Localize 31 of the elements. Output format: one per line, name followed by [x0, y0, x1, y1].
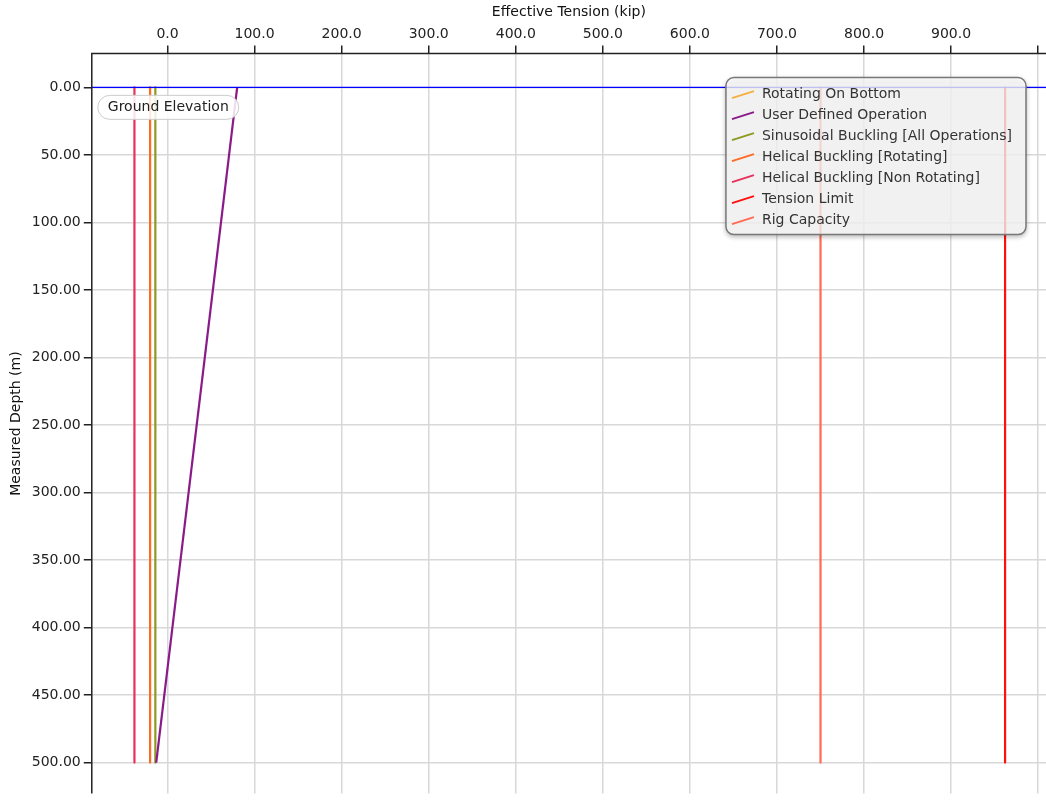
- x-tick-label: 0.0: [156, 24, 179, 41]
- x-tick-label: 400.0: [495, 24, 536, 41]
- y-tick-label: 500.00: [31, 753, 81, 770]
- y-tick-label: 0.00: [49, 78, 81, 94]
- y-tick-label: 450.00: [31, 685, 81, 702]
- ref-line-label: Ground Elevation: [107, 98, 229, 114]
- x-tick-label: 700.0: [756, 24, 798, 41]
- y-tick-label: 200.00: [31, 348, 81, 365]
- y-tick-label: 50.00: [40, 145, 81, 162]
- legend-label: Rotating On Bottom: [761, 84, 901, 101]
- legend-label: Tension Limit: [760, 189, 854, 206]
- y-tick-label: 150.00: [31, 280, 81, 297]
- legend-label: Sinusoidal Buckling [All Operations]: [761, 126, 1012, 143]
- legend-label: User Defined Operation: [761, 105, 928, 122]
- x-tick-label: 300.0: [408, 24, 449, 41]
- y-tick-label: 100.00: [31, 213, 81, 230]
- x-tick-label: 200.0: [321, 24, 362, 41]
- x-axis-title: Effective Tension (kip): [491, 3, 646, 20]
- y-tick-label: 350.00: [31, 550, 81, 567]
- x-tick-label: 800.0: [843, 24, 885, 41]
- legend-label: Rig Capacity: [761, 210, 851, 227]
- y-axis-title: Measured Depth (m): [7, 351, 24, 496]
- x-tick-label: 900.0: [931, 24, 972, 41]
- x-tick-label: 100.0: [234, 24, 275, 41]
- legend-label: Helical Buckling [Non Rotating]: [761, 168, 980, 185]
- y-tick-label: 400.00: [31, 618, 81, 635]
- x-tick-label: 600.0: [669, 24, 710, 41]
- y-tick-label: 250.00: [31, 415, 81, 432]
- legend-label: Helical Buckling [Rotating]: [761, 147, 948, 164]
- y-tick-label: 300.00: [31, 483, 81, 500]
- x-tick-label: 500.0: [582, 24, 623, 41]
